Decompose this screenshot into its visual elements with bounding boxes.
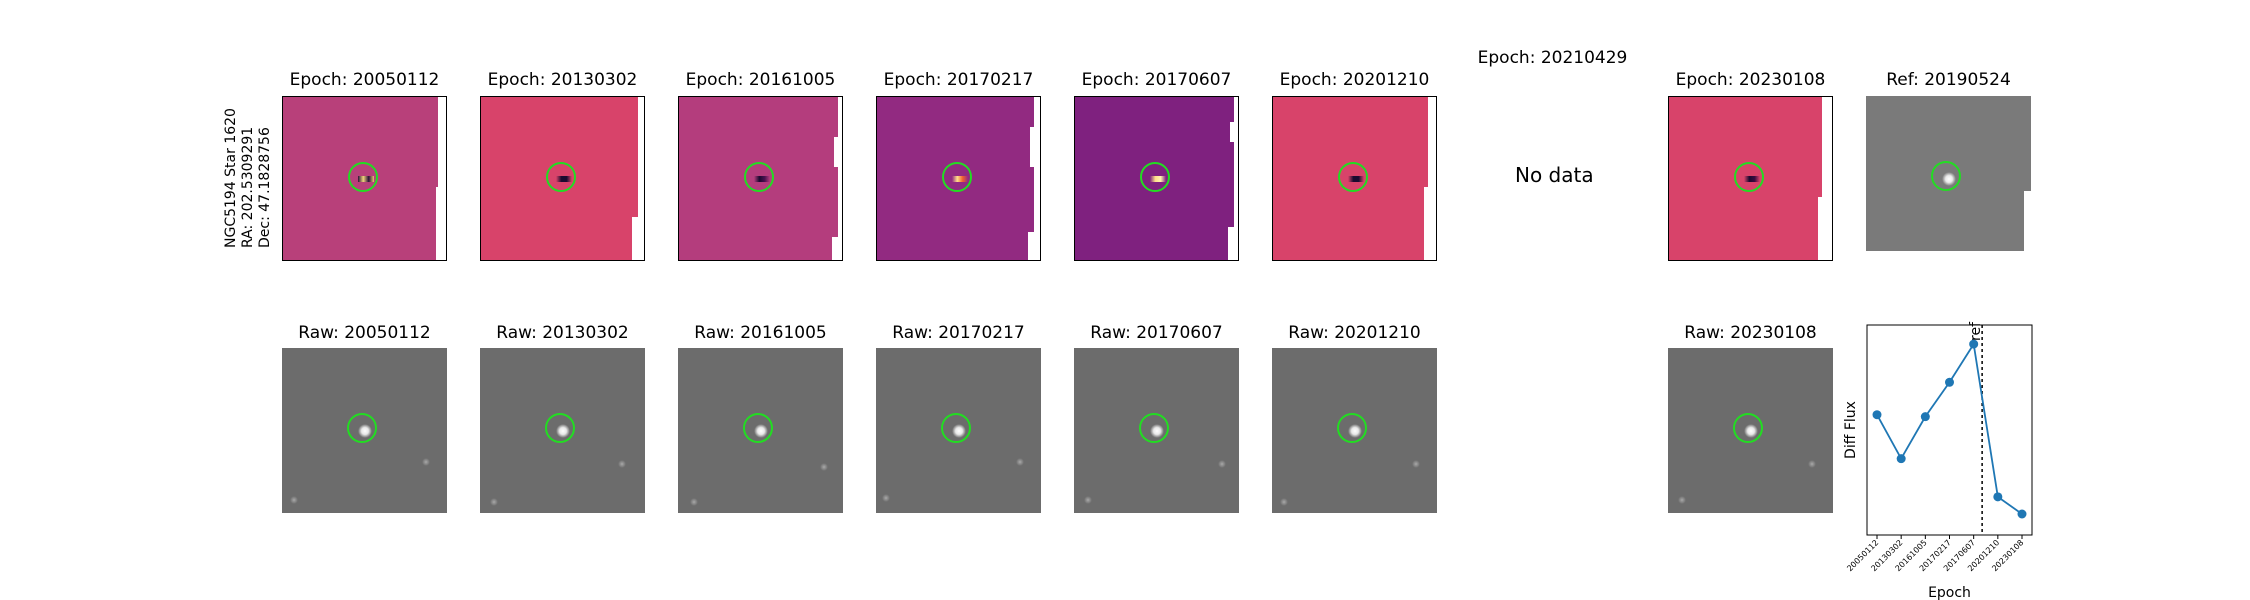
x-axis-label: Epoch [1928,585,1971,600]
panel-title: Epoch: 20161005 [685,70,836,90]
diff-image [1668,96,1833,261]
data-point [1993,492,2003,502]
no-data-label: No data [1515,163,1594,187]
data-point [1945,377,1954,387]
data-point [2017,509,2027,519]
panel-title: Raw: 20050112 [298,323,431,343]
diff-image [876,96,1041,261]
data-point [1896,454,1906,464]
target-ra: RA: 202.5309291 [240,126,256,248]
raw-image [1668,348,1833,513]
panel-title: Raw: 20230108 [1684,323,1817,343]
diff-image [1074,96,1239,261]
target-circle [1734,162,1764,192]
series-line [1876,341,2023,515]
data-point [1920,412,1930,422]
raw-image [678,348,843,513]
target-circle [941,413,971,443]
target-circle [1733,413,1763,443]
target-circle [1338,162,1368,192]
diff-image [282,96,447,261]
panel-title: Epoch: 20201210 [1279,70,1430,90]
ref-image [1866,96,2031,261]
raw-image [480,348,645,513]
ref-line-label: ref [1968,321,1984,341]
diff-image [678,96,843,261]
target-circle [348,162,378,192]
y-axis-label: Diff Flux [1843,401,1859,459]
target-circle [1931,161,1961,191]
target-circle [347,413,377,443]
panel-title: Raw: 20170217 [892,323,1025,343]
panel-title: Ref: 20190524 [1886,70,2011,90]
raw-image [282,348,447,513]
panel-title: Epoch: 20170607 [1081,70,1232,90]
target-name: NGC5194 Star 1620 [223,108,239,248]
panel-title: Epoch: 20130302 [487,70,638,90]
raw-image [1272,348,1437,513]
target-dec: Dec: 47.1828756 [257,127,273,248]
panel-title: Raw: 20130302 [496,323,629,343]
panel-title: Raw: 20161005 [694,323,827,343]
target-circle [744,162,774,192]
data-point [1969,339,1979,349]
panel-title: Raw: 20201210 [1288,323,1421,343]
diff-image [1272,96,1437,261]
panel-title: Epoch: 20210429 [1477,48,1628,68]
target-circle [546,162,576,192]
target-label: NGC5194 Star 1620 RA: 202.5309291 Dec: 4… [223,108,283,248]
panel-title: Raw: 20170607 [1090,323,1223,343]
panel-title: Epoch: 20170217 [883,70,1034,90]
raw-image [1074,348,1239,513]
raw-image [876,348,1041,513]
target-circle [1140,162,1170,192]
panel-title: Epoch: 20230108 [1675,70,1826,90]
target-circle [1139,413,1169,443]
diff-image [480,96,645,261]
target-circle [743,413,773,443]
light-curve-chart: ref2005011220130302201610052017021720170… [1843,321,2033,600]
target-circle [942,162,972,192]
panel-title: Epoch: 20050112 [289,70,440,90]
target-circle [545,413,575,443]
data-point [1872,410,1882,420]
target-circle [1337,413,1367,443]
